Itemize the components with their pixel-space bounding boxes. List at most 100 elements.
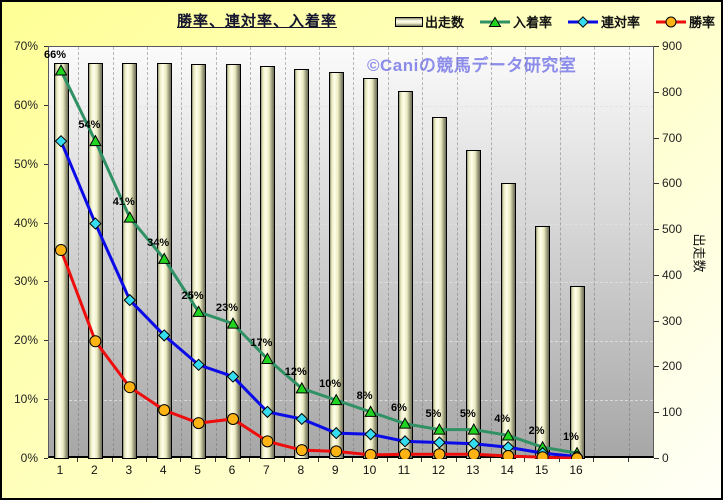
right-axis-title: 出走数 [691,233,707,273]
legend: 出走数 入着率 連対率 勝率 [394,12,715,31]
quinella-rate-marker [54,134,68,148]
x-tick-label: 16 [569,463,583,477]
data-point-label: 41% [112,195,135,208]
vertical-gridline [284,47,286,456]
data-point-label: 25% [181,289,204,302]
y-left-tick-label: 10% [13,392,38,407]
place-rate-marker [226,317,240,329]
y-right-tick-label: 100 [662,405,683,420]
vertical-gridline [559,47,561,456]
place-rate-marker [123,211,137,223]
x-tick-label: 3 [125,463,133,477]
x-tick-mark [524,458,526,462]
x-tick-mark [421,458,423,462]
place-rate-marker [433,423,446,435]
x-tick-mark [283,458,285,462]
x-tick-label: 4 [159,463,167,477]
data-point-label: 6% [391,401,407,414]
vertical-gridline [147,47,148,456]
vertical-gridline [353,47,355,456]
y-right-tick-mark [654,91,659,93]
y-left-tick-mark [44,163,48,165]
data-point-label: 54% [78,119,101,132]
x-tick-label: 13 [466,463,480,477]
data-point-label: 12% [284,366,307,379]
win-rate-line [59,249,578,459]
y-right-tick-label: 300 [662,313,683,328]
x-tick-mark [318,458,319,462]
x-tick-mark [249,458,251,462]
x-tick-mark [558,458,560,462]
y-left-tick-label: 70% [13,39,38,53]
x-tick-mark [455,458,457,462]
win-rate-marker [433,448,446,459]
y-left-tick-mark [44,340,48,342]
data-point-label: 5% [459,407,476,420]
horizontal-gridline [49,164,653,166]
place-rate-marker [192,305,205,317]
vertical-gridline [250,47,252,456]
win-rate-marker [261,435,274,448]
y-right-tick-mark [654,46,659,47]
y-left-tick-mark [44,399,48,401]
x-tick-label: 15 [534,463,549,477]
quinella-rate-marker [226,370,240,383]
place-rate-marker [467,423,481,435]
win-rate-marker [399,448,411,459]
horizontal-gridline [49,341,653,343]
x-tick-label: 10 [362,463,377,477]
y-right-tick-label: 700 [662,130,683,145]
y-left-tick-label: 60% [13,97,38,112]
quinella-rate-marker [123,293,137,307]
data-point-label: 5% [425,407,442,420]
x-tick-label: 8 [297,463,305,477]
x-tick-mark [180,458,182,462]
y-right-tick-mark [654,137,659,139]
x-tick-label: 7 [263,463,270,477]
horizontal-gridline [49,223,653,225]
place-rate-marker [329,393,343,406]
y-right-tick-label: 400 [662,267,683,282]
win-rate-marker [192,417,205,430]
x-tick-label: 2 [91,463,98,477]
place-rate-marker [261,352,274,364]
data-point-label: 4% [494,413,511,426]
y-left-tick-mark [44,222,48,224]
vertical-gridline [456,47,458,456]
win-rate-marker [502,450,515,459]
win-rate-marker [227,412,239,425]
vertical-gridline [594,47,596,456]
y-right-tick-mark [654,412,659,414]
y-right-tick-label: 800 [662,84,683,99]
vertical-gridline [422,47,424,456]
x-tick-label: 6 [228,463,236,477]
vertical-gridline [78,47,80,456]
y-left-tick-label: 20% [13,333,38,348]
vertical-gridline [215,47,217,456]
x-tick-mark [386,458,388,462]
x-tick-mark [214,458,216,462]
starts-bar [122,63,138,459]
y-right-tick-mark [654,320,659,322]
starts-bar [328,72,344,459]
horizontal-gridline [49,282,653,284]
legend-item-win: 勝率 [655,12,715,31]
quinella-rate-marker [157,329,171,342]
y-right-tick-mark [654,274,659,276]
data-point-label: 23% [215,301,239,314]
win-rate-marker [158,404,171,417]
quinella-rate-marker [89,217,102,230]
watermark: ©Caniの競馬データ研究室 [367,56,577,75]
quinella-rate-marker [261,405,274,419]
win-rate-marker [55,244,67,257]
legend-label-starts: 出走数 [424,15,464,30]
data-point-label: 66% [43,48,67,61]
x-tick-label: 12 [431,463,446,477]
vertical-gridline [387,47,389,456]
x-tick-label: 11 [397,463,411,477]
y-right-tick-mark [654,183,659,185]
y-right-tick-mark [654,366,659,368]
x-tick-label: 14 [500,463,514,477]
x-tick-mark [352,458,354,462]
vertical-gridline [181,47,183,456]
